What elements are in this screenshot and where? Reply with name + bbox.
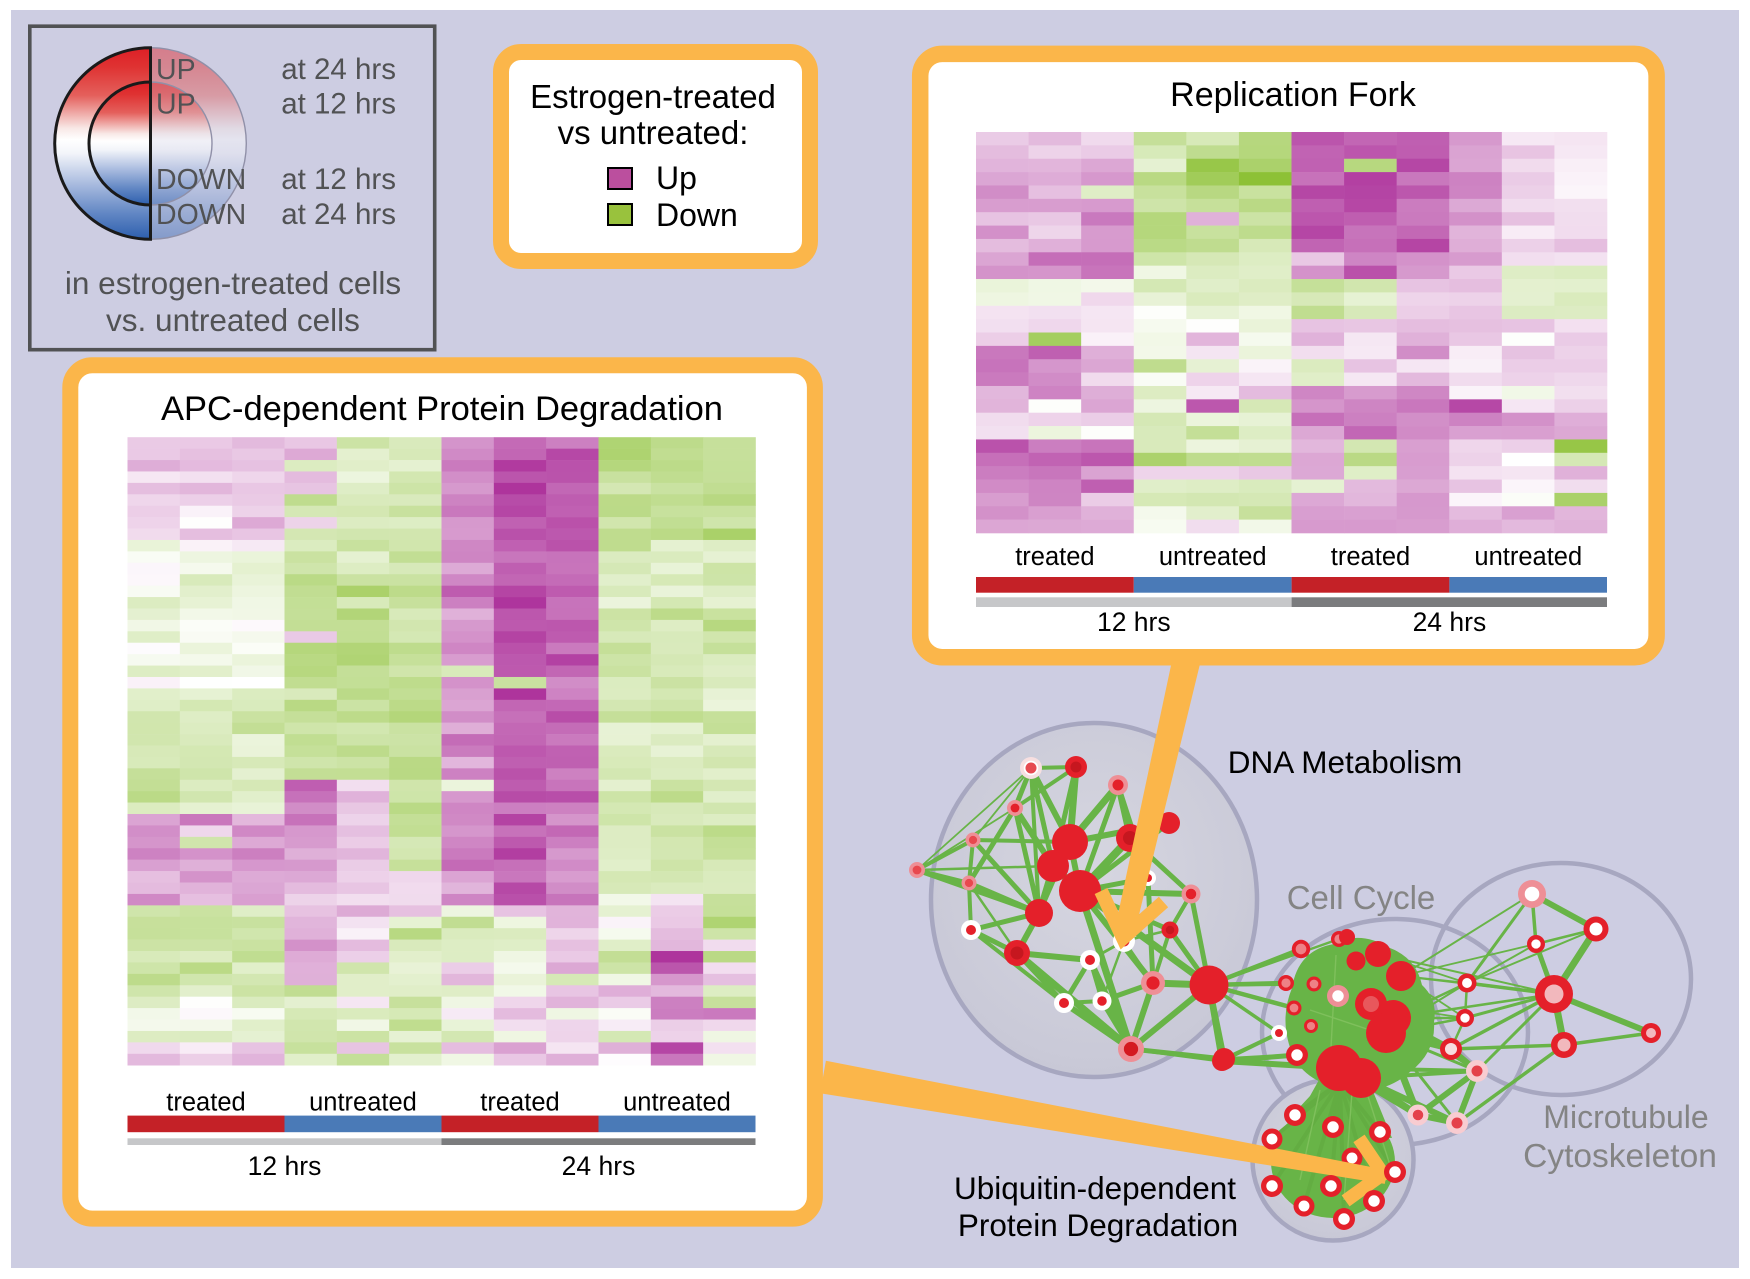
svg-text:vs. untreated cells: vs. untreated cells — [106, 302, 360, 338]
svg-text:at 24 hrs: at 24 hrs — [281, 53, 396, 86]
svg-text:in estrogen-treated cells: in estrogen-treated cells — [65, 265, 401, 301]
svg-text:Estrogen-treated: Estrogen-treated — [530, 78, 776, 115]
svg-text:untreated: untreated — [1474, 543, 1582, 571]
svg-text:treated: treated — [166, 1089, 245, 1117]
svg-text:12 hrs: 12 hrs — [248, 1151, 322, 1181]
svg-text:Protein Degradation: Protein Degradation — [958, 1207, 1238, 1243]
svg-text:at 12 hrs: at 12 hrs — [281, 163, 396, 196]
svg-text:treated: treated — [1331, 543, 1410, 571]
svg-text:DNA Metabolism: DNA Metabolism — [1228, 744, 1463, 780]
svg-text:untreated: untreated — [309, 1089, 417, 1117]
svg-text:Cell Cycle: Cell Cycle — [1287, 879, 1436, 916]
svg-text:UP: UP — [156, 89, 196, 121]
svg-text:treated: treated — [1015, 543, 1094, 571]
svg-text:untreated: untreated — [1159, 543, 1267, 571]
svg-text:12 hrs: 12 hrs — [1097, 607, 1171, 637]
svg-text:Cytoskeleton: Cytoskeleton — [1523, 1138, 1717, 1175]
svg-text:Microtubule: Microtubule — [1543, 1099, 1708, 1135]
svg-text:UP: UP — [156, 54, 196, 86]
svg-text:Replication Fork: Replication Fork — [1170, 76, 1417, 114]
svg-text:DOWN: DOWN — [156, 199, 246, 231]
svg-text:Ubiquitin-dependent: Ubiquitin-dependent — [954, 1170, 1236, 1206]
svg-text:at 24 hrs: at 24 hrs — [281, 198, 396, 231]
svg-text:treated: treated — [480, 1089, 559, 1117]
svg-text:at 12 hrs: at 12 hrs — [281, 88, 396, 121]
svg-text:Up: Up — [656, 160, 697, 196]
svg-text:Down: Down — [656, 197, 738, 233]
svg-text:24 hrs: 24 hrs — [562, 1151, 636, 1181]
svg-text:24 hrs: 24 hrs — [1413, 607, 1487, 637]
svg-text:vs untreated:: vs untreated: — [558, 114, 749, 151]
svg-text:untreated: untreated — [623, 1089, 731, 1117]
svg-text:APC-dependent Protein Degradat: APC-dependent Protein Degradation — [161, 390, 723, 428]
svg-text:DOWN: DOWN — [156, 164, 246, 196]
